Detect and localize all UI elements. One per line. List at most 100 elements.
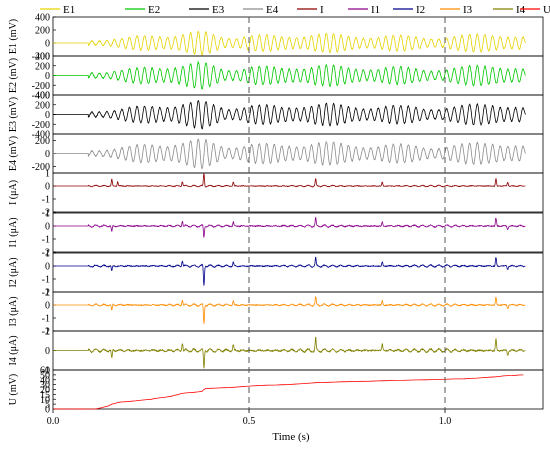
y-tick-label: -2 bbox=[42, 327, 50, 338]
x-tick-label: 0.0 bbox=[47, 416, 60, 427]
y-tick-label: 10 bbox=[40, 395, 50, 406]
panel-frame bbox=[52, 172, 544, 213]
series-line-e3 bbox=[53, 100, 526, 130]
y-tick-label: 0 bbox=[45, 149, 50, 160]
y-tick-label: 0 bbox=[45, 301, 50, 312]
y-tick-label: 30 bbox=[40, 380, 50, 391]
x-axis: 0.0 0.5 1.0 bbox=[47, 17, 452, 427]
y-axis-label-i: I (μA) bbox=[8, 180, 19, 205]
y-tick-label: -200 bbox=[32, 81, 50, 92]
x-axis-label: Time (s) bbox=[272, 431, 310, 443]
legend-label-i4: I4 bbox=[516, 4, 526, 16]
series-line-i1 bbox=[53, 217, 526, 238]
y-tick-label: -1 bbox=[42, 314, 50, 325]
y-tick-label: -2 bbox=[42, 248, 50, 259]
y-tick-label: -200 bbox=[32, 120, 50, 131]
y-tick-label: -400 bbox=[32, 91, 50, 102]
legend-label-e1: E1 bbox=[63, 4, 75, 16]
y-tick-label: 0 bbox=[45, 71, 50, 82]
y-tick-label: 1 bbox=[45, 288, 50, 299]
panel-i1: -2 -1 0 1 I1 (μA) bbox=[8, 209, 544, 259]
series-line-i2 bbox=[53, 256, 526, 286]
legend-label-u: U bbox=[543, 4, 550, 16]
y-tick-label: 0 bbox=[45, 262, 50, 273]
x-tick-label: 0.5 bbox=[243, 416, 256, 427]
legend-label-i2: I2 bbox=[416, 4, 425, 16]
panel-frame bbox=[52, 369, 544, 410]
y-axis-label-u: U (mV) bbox=[8, 374, 19, 405]
series-line-i bbox=[53, 173, 526, 188]
y-tick-label: 0 bbox=[45, 346, 50, 357]
series-line-e1 bbox=[53, 30, 526, 56]
legend-label-i: I bbox=[320, 4, 324, 16]
legend-label-i3: I3 bbox=[463, 4, 473, 16]
panel-frame bbox=[52, 291, 544, 332]
panel-i4: -1 0 1 I4 (μA) bbox=[8, 327, 544, 377]
y-tick-label: 0 bbox=[45, 39, 50, 50]
y-tick-label: -200 bbox=[32, 52, 50, 63]
panel-i: -2 -1 0 1 I (μA) bbox=[8, 169, 544, 219]
y-tick-label: 60 bbox=[40, 366, 50, 377]
y-tick-label: 200 bbox=[35, 26, 50, 37]
y-axis-label-i2: I2 (μA) bbox=[8, 257, 19, 287]
y-axis-label-i1: I1 (μA) bbox=[8, 217, 19, 247]
y-axis-label-e2: E2 (mV) bbox=[8, 58, 19, 93]
y-tick-label: 0 bbox=[45, 222, 50, 233]
y-tick-label: 20 bbox=[40, 385, 50, 396]
legend-label-e4: E4 bbox=[266, 4, 279, 16]
series-line-i3 bbox=[53, 296, 526, 324]
y-tick-label: 15 bbox=[40, 390, 50, 401]
y-tick-label: -1 bbox=[42, 366, 50, 377]
series-line-i4 bbox=[53, 336, 526, 369]
y-axis-label-i3: I3 (μA) bbox=[8, 296, 19, 326]
series-line-e2 bbox=[53, 61, 526, 90]
y-tick-label: -200 bbox=[32, 162, 50, 173]
y-tick-label: -1 bbox=[42, 195, 50, 206]
panel-e1: -200 0 200 400 E1 (mV) bbox=[8, 13, 544, 63]
panel-e4: -200 0 200 E4 (mV) bbox=[8, 133, 544, 174]
y-tick-label: -2 bbox=[42, 208, 50, 219]
y-tick-label: 1 bbox=[45, 249, 50, 260]
panel-frame bbox=[52, 212, 544, 253]
y-axis-label-i4: I4 (μA) bbox=[8, 335, 19, 365]
y-tick-label: -1 bbox=[42, 235, 50, 246]
panel-frame bbox=[52, 133, 544, 174]
y-axis-label-e4: E4 (mV) bbox=[8, 136, 19, 171]
y-tick-label: 200 bbox=[35, 100, 50, 111]
legend-label-e3: E3 bbox=[212, 4, 225, 16]
y-tick-label: 200 bbox=[35, 61, 50, 72]
y-tick-label: -1 bbox=[42, 275, 50, 286]
panel-i2: -2 -1 0 1 I2 (μA) bbox=[8, 249, 544, 299]
y-tick-label: 400 bbox=[35, 91, 50, 102]
legend-label-i1: I1 bbox=[371, 4, 380, 16]
y-tick-label: 1 bbox=[45, 327, 50, 338]
panel-i3: -2 -1 0 1 I3 (μA) bbox=[8, 288, 544, 338]
legend-label-e2: E2 bbox=[148, 4, 160, 16]
y-axis-label-e1: E1 (mV) bbox=[8, 19, 19, 54]
x-tick-label: 1.0 bbox=[439, 416, 452, 427]
y-tick-label: 1 bbox=[45, 209, 50, 220]
y-tick-label: -400 bbox=[32, 130, 50, 141]
y-tick-label: 40 bbox=[40, 375, 50, 386]
y-tick-label: 0 bbox=[45, 405, 50, 416]
panel-frame bbox=[52, 252, 544, 293]
panel-frame bbox=[52, 55, 544, 96]
y-tick-label: 400 bbox=[35, 52, 50, 63]
y-tick-label: 200 bbox=[35, 136, 50, 147]
y-tick-label: 0 bbox=[45, 110, 50, 121]
series-line-e4 bbox=[53, 138, 526, 170]
y-tick-label: 1 bbox=[45, 169, 50, 180]
y-tick-label: 50 bbox=[40, 370, 50, 381]
y-axis-label-e3: E3 (mV) bbox=[8, 97, 19, 132]
y-tick-label: 400 bbox=[35, 13, 50, 24]
legend: E1 E2 E3 E4 I I1 I2 I3 I4 U bbox=[40, 4, 550, 16]
y-tick-label: 0 bbox=[45, 182, 50, 193]
series-line-u bbox=[52, 374, 524, 410]
y-tick-label: 5 bbox=[45, 400, 50, 411]
panel-frame bbox=[52, 16, 544, 57]
